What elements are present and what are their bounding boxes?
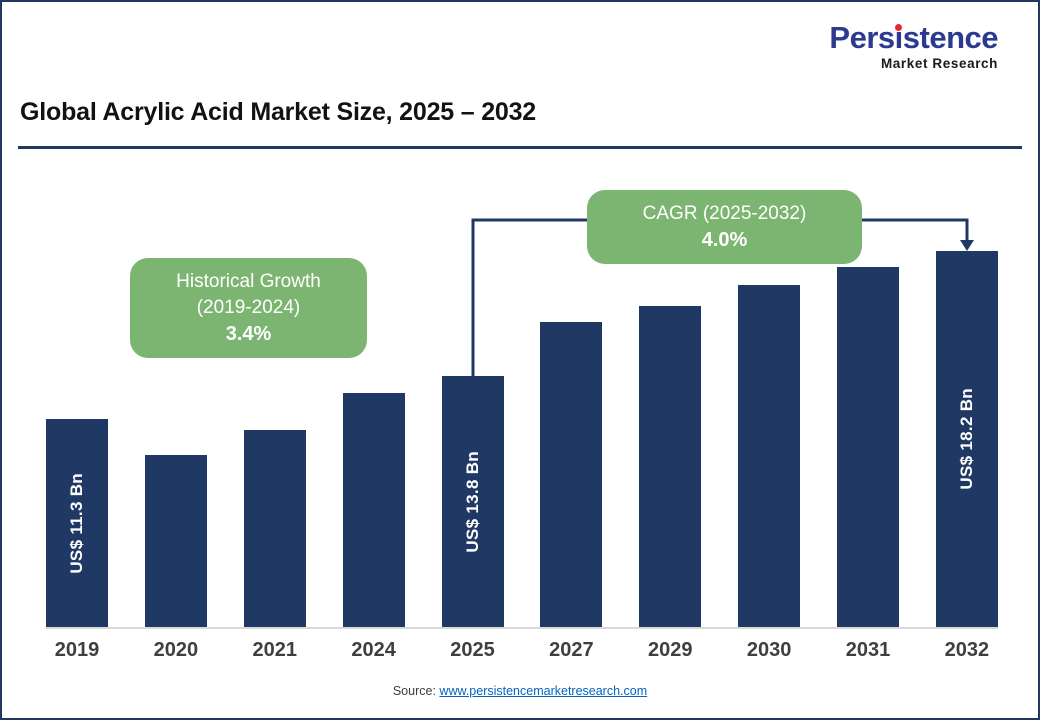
x-axis-label-2019: 2019	[54, 639, 100, 661]
logo-red-dot-i: i	[894, 20, 903, 55]
cagr-title: CAGR (2025-2032)	[642, 203, 807, 224]
x-axis-label-2029: 2029	[648, 639, 693, 661]
historical-growth-range: (2019-2024)	[196, 297, 301, 318]
x-axis-baseline	[46, 627, 998, 629]
x-axis-label-2025: 2025	[450, 639, 495, 661]
x-axis-label-2032: 2032	[944, 639, 990, 661]
page-title: Global Acrylic Acid Market Size, 2025 – …	[20, 98, 537, 126]
source-line: Source: www.persistencemarketresearch.co…	[2, 684, 1038, 698]
logo: Persistence Market Research	[829, 20, 999, 71]
bar-2031	[837, 267, 899, 627]
bar-value-label-2019: US$ 11.3 Bn	[67, 472, 86, 574]
historical-growth-title: Historical Growth	[176, 271, 321, 292]
bar-2021	[243, 430, 306, 627]
bar-2027	[540, 322, 603, 627]
x-axis-label-2027: 2027	[549, 639, 594, 661]
bar-2020	[144, 455, 207, 627]
bar-2025: US$ 13.8 Bn	[441, 376, 504, 627]
x-axis-labels: 2019 2020 2021 2024 2025 2027 2029 2030 2031 2032	[46, 639, 998, 662]
logo-subtitle: Market Research	[880, 55, 998, 71]
cagr-value: 4.0%	[701, 229, 748, 251]
historical-growth-value: 3.4%	[225, 323, 272, 345]
bar-2029	[639, 306, 702, 627]
logo-brand-pre: Pers	[829, 20, 895, 55]
cagr-callout: CAGR (2025-2032) 4.0%	[587, 190, 862, 264]
bar-value-label-2032: US$ 18.2 Bn	[956, 388, 976, 490]
x-axis-label-2024: 2024	[351, 639, 396, 661]
x-axis-label-2020: 2020	[153, 639, 199, 661]
source-link[interactable]: www.persistencemarketresearch.com	[439, 684, 648, 698]
bar-2030	[738, 285, 801, 627]
logo-brand: Persistence	[829, 20, 999, 55]
x-axis-label-2030: 2030	[746, 639, 792, 661]
bar-2032: US$ 18.2 Bn	[935, 251, 998, 627]
x-axis-label-2031: 2031	[845, 639, 891, 661]
logo-brand-post: stence	[902, 20, 999, 55]
bar-2024	[342, 393, 405, 627]
title-underline	[18, 146, 1022, 149]
x-axis-label-2021: 2021	[252, 639, 298, 661]
historical-growth-callout: Historical Growth (2019-2024) 3.4%	[130, 258, 367, 358]
bar-value-label-2025: US$ 13.8 Bn	[462, 450, 482, 553]
source-label: Source:	[392, 684, 436, 698]
bar-2019: US$ 11.3 Bn	[46, 419, 108, 627]
